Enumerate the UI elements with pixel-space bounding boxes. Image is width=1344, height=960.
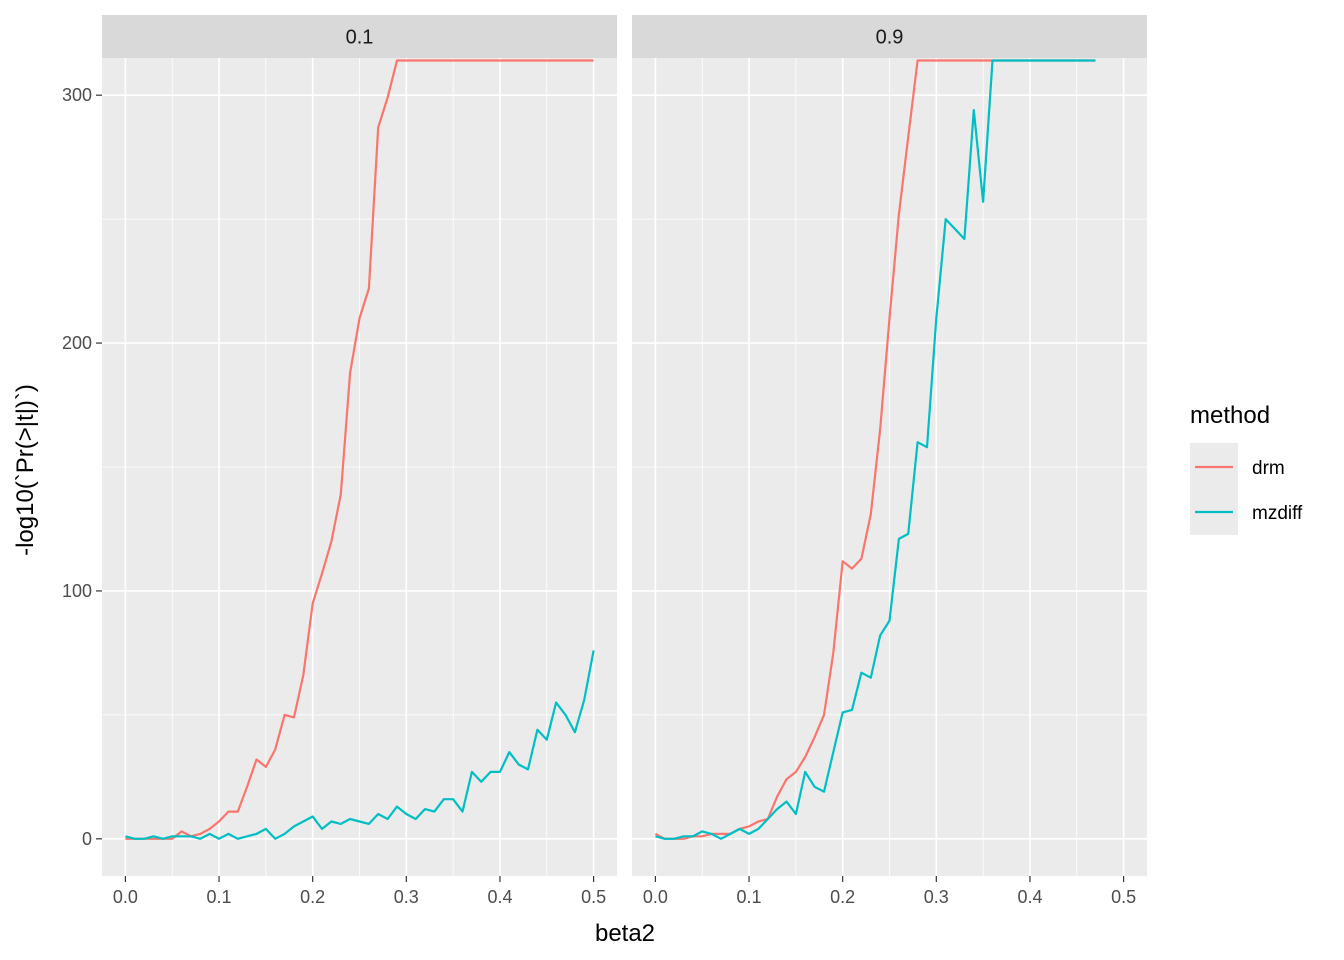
x-tick-label: 0.5 [1111, 887, 1136, 907]
x-tick-label: 0.4 [487, 887, 512, 907]
x-tick-label: 0.3 [394, 887, 419, 907]
series-line-drm [654, 59, 1096, 840]
x-tick-label: 0.1 [207, 887, 232, 907]
panels-layer: 0.1 0.9 [102, 15, 1147, 876]
x-tick-label: 0.1 [737, 887, 762, 907]
y-tick-label: 100 [62, 581, 92, 601]
x-axes: 0.0 0.1 0.2 0.3 0.4 0.5 0.0 0.1 0.2 0.3 0.4 0.5 [113, 876, 1136, 907]
x-tick-label: 0.3 [924, 887, 949, 907]
y-tick-label: 300 [62, 85, 92, 105]
legend-key-background [1190, 443, 1238, 535]
x-axis-title: beta2 [595, 920, 655, 947]
x-tick-label: 0.2 [300, 887, 325, 907]
x-tick-label: 0.2 [830, 887, 855, 907]
x-tick-label: 0.0 [113, 887, 138, 907]
series-line-mzdiff [125, 650, 595, 840]
facet-strip-label: 0.9 [876, 27, 904, 49]
legend-label-mzdiff: mzdiff [1252, 503, 1303, 524]
x-tick-label: 0.5 [581, 887, 606, 907]
panel-0.9: 0.9 [632, 15, 1147, 876]
y-axis: 0 100 200 300 [62, 85, 102, 849]
x-tick-label: 0.0 [643, 887, 668, 907]
legend: method drm mzdiff [1190, 402, 1303, 535]
y-tick-label: 0 [82, 829, 92, 849]
facet-strip [632, 15, 1147, 58]
x-tick-label: 0.4 [1017, 887, 1042, 907]
facet-strip-label: 0.1 [346, 27, 374, 49]
series-line-mzdiff [655, 59, 1096, 840]
y-axis-title: -log10(`Pr(>|t|)`) [12, 384, 39, 556]
facet-strip [102, 15, 617, 58]
series-line-drm [125, 59, 594, 840]
legend-label-drm: drm [1252, 458, 1285, 479]
panel-0.1: 0.1 [102, 15, 617, 876]
legend-title: method [1190, 402, 1270, 429]
y-tick-label: 200 [62, 333, 92, 353]
